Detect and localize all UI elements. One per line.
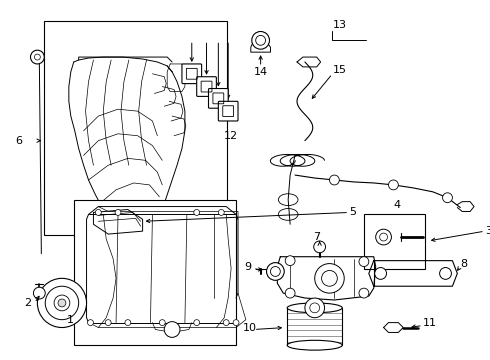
Circle shape xyxy=(194,320,199,325)
Text: 13: 13 xyxy=(332,19,346,30)
Circle shape xyxy=(115,210,121,215)
Text: 10: 10 xyxy=(243,323,257,333)
FancyBboxPatch shape xyxy=(182,64,201,84)
Circle shape xyxy=(96,210,101,215)
Circle shape xyxy=(105,320,111,325)
Circle shape xyxy=(359,288,369,298)
Text: 3: 3 xyxy=(485,226,490,236)
FancyBboxPatch shape xyxy=(219,101,238,121)
Circle shape xyxy=(125,320,131,325)
Circle shape xyxy=(33,287,45,299)
Circle shape xyxy=(329,175,339,185)
Circle shape xyxy=(440,267,451,279)
Circle shape xyxy=(315,264,344,293)
Circle shape xyxy=(267,262,284,280)
Circle shape xyxy=(30,50,44,64)
Circle shape xyxy=(310,303,319,313)
Circle shape xyxy=(305,298,324,318)
FancyBboxPatch shape xyxy=(196,77,217,96)
Circle shape xyxy=(380,233,388,241)
Circle shape xyxy=(256,35,266,45)
Circle shape xyxy=(442,193,452,203)
Ellipse shape xyxy=(287,340,342,350)
Text: 15: 15 xyxy=(332,65,346,75)
Text: 11: 11 xyxy=(423,318,437,328)
Circle shape xyxy=(285,256,295,266)
Circle shape xyxy=(194,210,199,215)
Text: 2: 2 xyxy=(24,298,32,308)
Bar xyxy=(364,215,425,269)
Text: 9: 9 xyxy=(244,262,251,271)
Text: 4: 4 xyxy=(393,199,400,210)
FancyBboxPatch shape xyxy=(209,89,228,108)
Text: 8: 8 xyxy=(460,258,467,269)
Text: 12: 12 xyxy=(224,131,238,141)
Circle shape xyxy=(45,286,79,320)
Circle shape xyxy=(321,270,337,286)
Text: 6: 6 xyxy=(15,136,22,146)
Circle shape xyxy=(314,241,325,253)
Circle shape xyxy=(37,278,87,328)
Circle shape xyxy=(270,266,280,276)
Circle shape xyxy=(164,321,180,337)
Ellipse shape xyxy=(287,303,342,313)
Circle shape xyxy=(285,288,295,298)
Circle shape xyxy=(223,320,229,325)
Circle shape xyxy=(359,257,369,266)
Circle shape xyxy=(376,229,392,245)
Text: 7: 7 xyxy=(313,232,320,242)
Text: 5: 5 xyxy=(349,207,356,217)
Circle shape xyxy=(389,180,398,190)
Circle shape xyxy=(88,320,94,325)
Bar xyxy=(44,21,227,235)
Circle shape xyxy=(34,54,40,60)
Circle shape xyxy=(219,210,224,215)
Circle shape xyxy=(54,295,70,311)
Circle shape xyxy=(159,320,165,325)
Text: 1: 1 xyxy=(67,315,74,325)
Circle shape xyxy=(233,320,239,325)
Text: 14: 14 xyxy=(254,67,268,77)
Bar xyxy=(74,200,236,345)
Circle shape xyxy=(375,267,387,279)
Circle shape xyxy=(252,31,270,49)
Circle shape xyxy=(58,299,66,307)
